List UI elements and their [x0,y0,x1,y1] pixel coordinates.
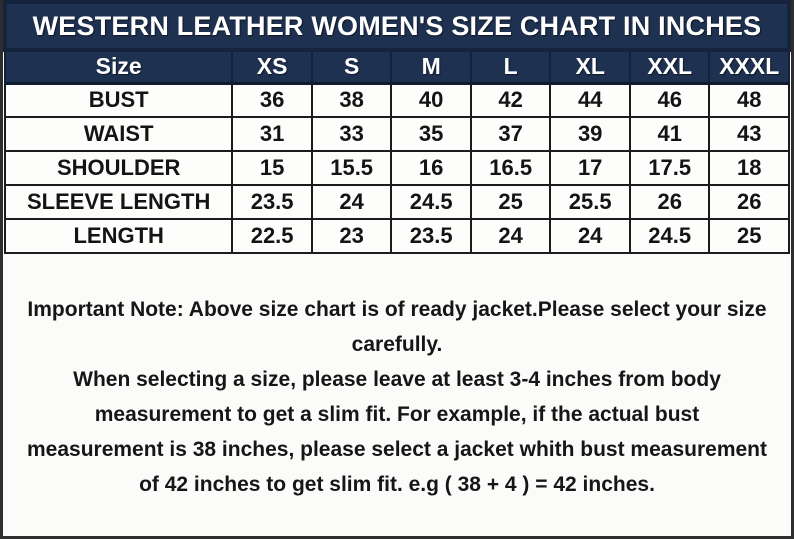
sizing-advice-note: When selecting a size, please leave at l… [27,368,767,496]
row-label: WAIST [3,116,234,152]
column-header-row: Size XS S M L XL XXL XXXL [3,49,790,85]
size-value-cell: 42 [469,82,552,118]
notes-section: Important Note: Above size chart is of r… [3,254,791,536]
size-value-cell: 26 [628,184,711,220]
size-value-cell: 39 [549,116,631,152]
size-value-cell: 40 [390,82,472,118]
column-header-xl: XL [549,49,631,85]
size-value-cell: 37 [469,116,552,152]
title-row: WESTERN LEATHER WOMEN'S SIZE CHART IN IN… [3,0,791,52]
size-value-cell: 35 [390,116,472,152]
column-header-l: L [469,49,552,85]
size-value-cell: 38 [310,82,393,118]
chart-title: WESTERN LEATHER WOMEN'S SIZE CHART IN IN… [3,0,791,52]
size-value-cell: 43 [708,116,790,152]
size-value-cell: 18 [708,150,790,186]
size-value-cell: 41 [628,116,711,152]
size-value-cell: 17 [549,150,631,186]
column-header-m: M [390,49,472,85]
size-table-body: BUST 36 38 40 42 44 46 48 WAIST 31 33 35 37 39 41 43 SHO… [3,82,790,254]
size-value-cell: 24.5 [390,184,472,220]
size-value-cell: 25.5 [549,184,631,220]
size-value-cell: 25 [469,184,552,220]
size-value-cell: 25 [708,218,790,254]
size-value-cell: 23 [310,218,393,254]
size-value-cell: 23.5 [390,218,472,254]
size-value-cell: 16.5 [469,150,552,186]
size-value-cell: 22.5 [231,218,313,254]
column-header-xxl: XXL [628,49,711,85]
table-row-waist: WAIST 31 33 35 37 39 41 43 [3,116,790,152]
column-header-xs: XS [231,49,313,85]
size-value-cell: 24 [310,184,393,220]
size-value-cell: 24 [469,218,552,254]
size-value-cell: 16 [390,150,472,186]
table-row-length: LENGTH 22.5 23 23.5 24 24 24.5 25 [3,218,790,254]
size-value-cell: 48 [708,82,790,118]
column-header-s: S [310,49,393,85]
row-label: BUST [3,82,234,118]
table-row-shoulder: SHOULDER 15 15.5 16 16.5 17 17.5 18 [3,150,790,186]
row-label: SLEEVE LENGTH [3,184,234,220]
size-value-cell: 23.5 [231,184,313,220]
size-value-cell: 31 [231,116,313,152]
size-value-cell: 33 [310,116,393,152]
size-value-cell: 26 [708,184,790,220]
table-row-bust: BUST 36 38 40 42 44 46 48 [3,82,790,118]
size-value-cell: 36 [231,82,313,118]
size-value-cell: 17.5 [628,150,711,186]
column-header-xxxl: XXXL [708,49,790,85]
size-value-cell: 24 [549,218,631,254]
size-value-cell: 46 [628,82,711,118]
row-label: LENGTH [3,218,234,254]
important-note: Important Note: Above size chart is of r… [27,298,767,356]
size-table: WESTERN LEATHER WOMEN'S SIZE CHART IN IN… [3,0,791,254]
table-row-sleeve-length: SLEEVE LENGTH 23.5 24 24.5 25 25.5 26 26 [3,184,790,220]
size-value-cell: 44 [549,82,631,118]
row-label: SHOULDER [3,150,234,186]
size-value-cell: 15 [231,150,313,186]
size-value-cell: 24.5 [628,218,711,254]
size-value-cell: 15.5 [310,150,393,186]
column-header-size: Size [3,49,234,85]
